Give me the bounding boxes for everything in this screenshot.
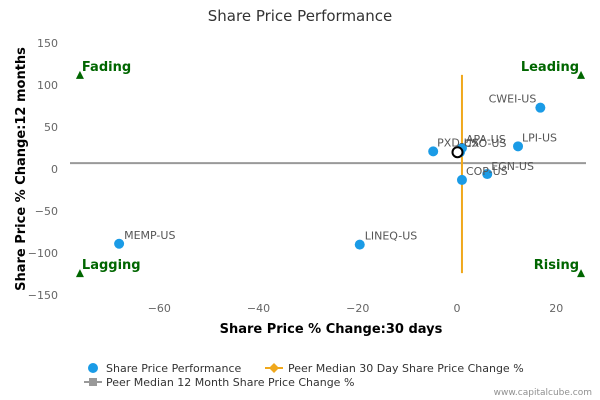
legend-item-30-day: Peer Median 30 Day Share Price Change % <box>288 362 524 375</box>
legend-circle-icon <box>88 363 98 373</box>
legend-item-share-price: Share Price Performance <box>106 362 242 375</box>
quadrant-marker-top-right <box>577 70 586 79</box>
quadrant-label-top-left: Fading <box>82 60 131 75</box>
data-point-cop-us[interactable] <box>456 174 467 185</box>
y-tick-label: 100 <box>37 79 58 92</box>
quadrant-label-bottom-left: Lagging <box>82 258 141 273</box>
quadrant-marker-bottom-left <box>75 269 84 278</box>
data-point-cwei-us[interactable] <box>535 102 546 113</box>
quadrant-label-bottom-right: Rising <box>534 258 579 273</box>
y-axis-title: Share Price % Change:12 months <box>14 47 29 291</box>
data-point-pxd-us[interactable] <box>428 146 439 157</box>
quadrant-marker-top-left <box>75 70 84 79</box>
x-tick-label: 20 <box>549 302 563 315</box>
data-point-label: MEMP-US <box>124 229 175 242</box>
y-tick-label: 150 <box>37 37 58 50</box>
data-point-label: APA-US <box>466 133 506 146</box>
data-point-label: LINEQ-US <box>365 230 418 243</box>
y-tick-label: 50 <box>44 121 58 134</box>
x-tick-label: −20 <box>346 302 369 315</box>
legend: Share Price Performance Peer Median 30 Da… <box>84 362 524 389</box>
legend-diamond-icon <box>269 363 279 373</box>
data-point-label: COP-US <box>466 165 508 178</box>
x-tick-label: 0 <box>454 302 461 315</box>
data-point-label: LPI-US <box>522 131 557 144</box>
y-tick-label: 0 <box>51 163 58 176</box>
quadrant-label-top-right: Leading <box>521 60 579 75</box>
data-point-egn-us[interactable] <box>482 169 493 180</box>
x-axis-title: Share Price % Change:30 days <box>220 322 443 337</box>
x-tick-label: −40 <box>247 302 270 315</box>
data-point-lineq-us[interactable] <box>354 239 365 250</box>
data-point-lpi-us[interactable] <box>513 141 524 152</box>
y-tick-label: −100 <box>28 247 58 260</box>
credit-text: www.capitalcube.com <box>494 388 592 398</box>
data-point-memp-us[interactable] <box>114 238 125 249</box>
y-tick-label: −150 <box>28 289 58 302</box>
company-highlight-marker[interactable] <box>451 146 464 159</box>
data-point-label: PXD-US <box>437 136 479 149</box>
quadrant-marker-bottom-right <box>577 269 586 278</box>
data-point-label: EGN-US <box>491 160 534 173</box>
data-point-label: CWEI-US <box>489 93 537 106</box>
legend-item-12-month: Peer Median 12 Month Share Price Change … <box>106 376 354 389</box>
chart-title: Share Price Performance <box>208 7 392 25</box>
y-tick-label: −50 <box>35 205 58 218</box>
x-tick-label: −60 <box>148 302 171 315</box>
data-point-label: CXO-US <box>464 137 506 150</box>
legend-square-icon <box>89 378 97 386</box>
